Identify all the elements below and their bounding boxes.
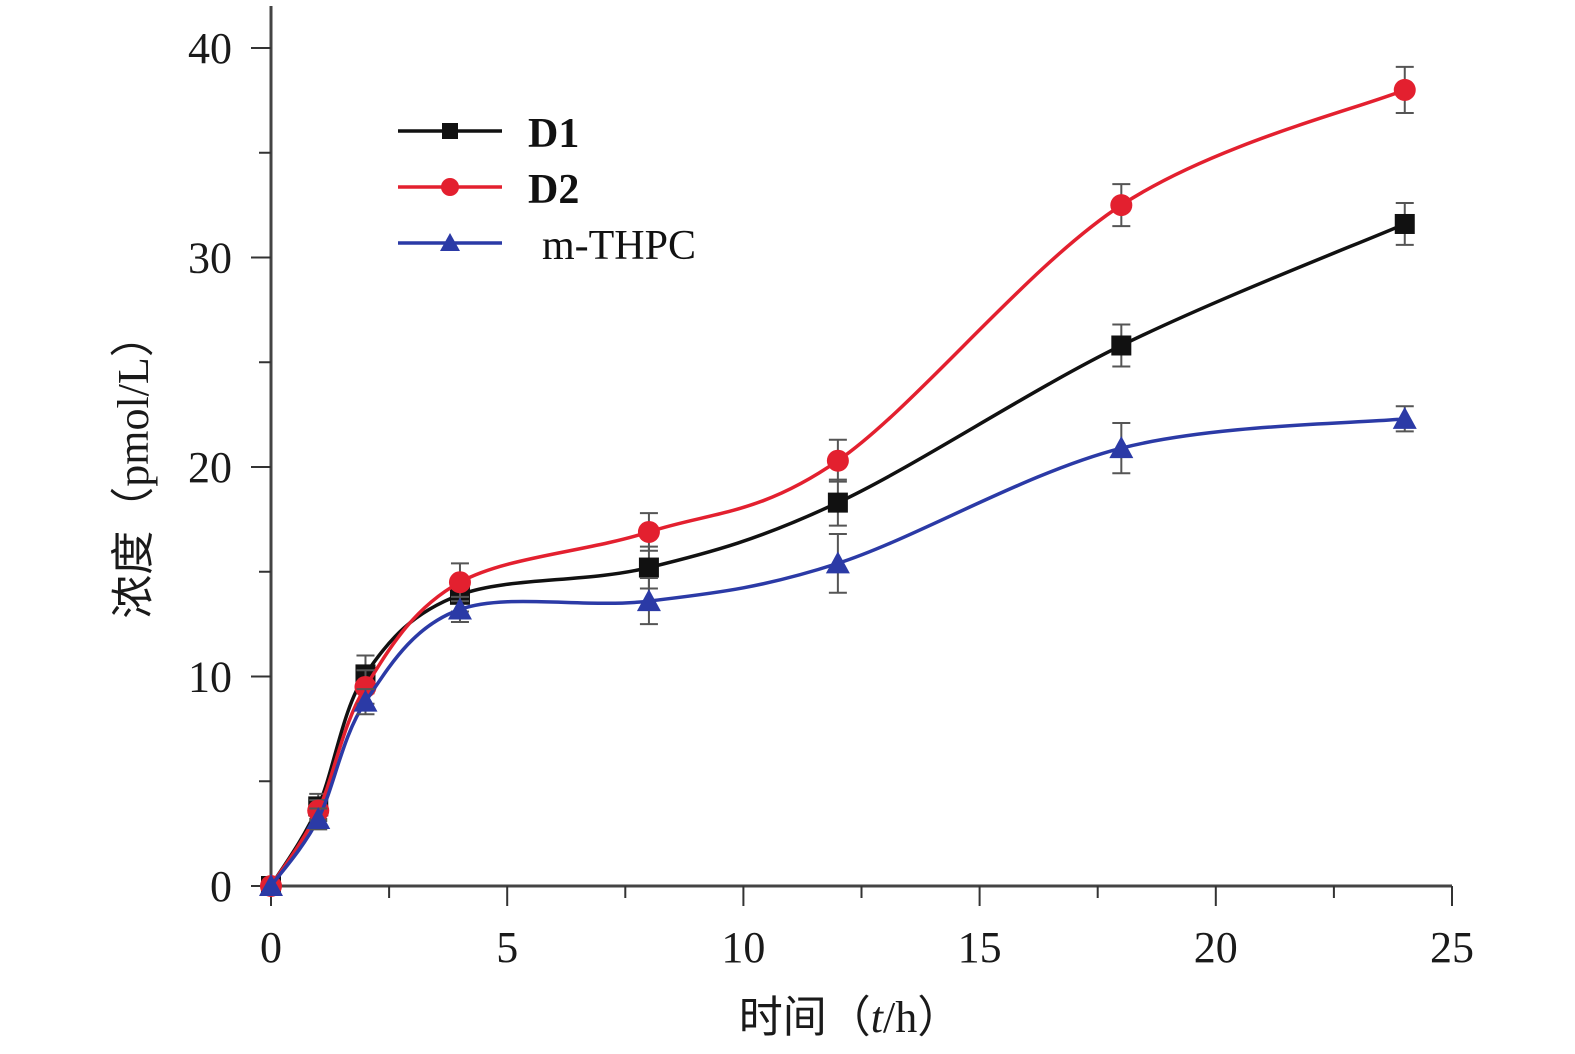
data-point [825,551,850,574]
y-tick-label: 0 [210,862,232,911]
x-tick-label: 5 [496,923,518,972]
data-point [636,589,661,612]
legend-item-d1: D1 [398,111,579,157]
x-tick-label: 15 [958,923,1002,972]
y-axis-title: 浓度（pmol/L） [109,313,158,619]
x-tick-label: 25 [1430,923,1474,972]
data-point [1393,78,1416,101]
y-tick-label: 20 [188,443,232,492]
data-point [353,689,378,712]
data-point [1110,194,1133,217]
legend-marker [442,123,458,139]
legend-marker [440,233,460,251]
x-tick-label: 10 [721,923,765,972]
data-point [1394,213,1415,234]
axes: 0 5 10 15 20 25 0 10 20 30 40 [188,6,1474,972]
legend-item-m-thpc: m-THPC [398,223,696,269]
data-point [259,874,283,896]
legend-label: m-THPC [542,223,696,269]
legend-label: D2 [528,167,579,213]
x-axis-title: 时间（t/h） [739,993,961,1042]
series-layer [259,65,1417,897]
y-tick-label: 40 [188,24,232,73]
legend-item-d2: D2 [398,167,579,213]
data-point [638,557,659,578]
y-tick-label: 30 [188,234,232,283]
data-point [447,597,472,620]
data-point [826,449,849,472]
x-tick-label: 0 [260,923,282,972]
legend-marker [441,178,459,196]
y-tick-label: 10 [188,653,232,702]
data-point [827,492,848,513]
data-point [1109,436,1134,459]
legend-label: D1 [528,111,579,157]
data-point [1111,335,1132,356]
series-d2 [260,65,1416,897]
data-point [306,806,331,829]
legend: D1 D2 m-THPC [398,111,696,269]
data-point [448,571,471,594]
data-point [637,520,660,543]
x-tick-label: 20 [1194,923,1238,972]
series-m-thpc [259,405,1417,896]
data-point [1392,406,1417,429]
